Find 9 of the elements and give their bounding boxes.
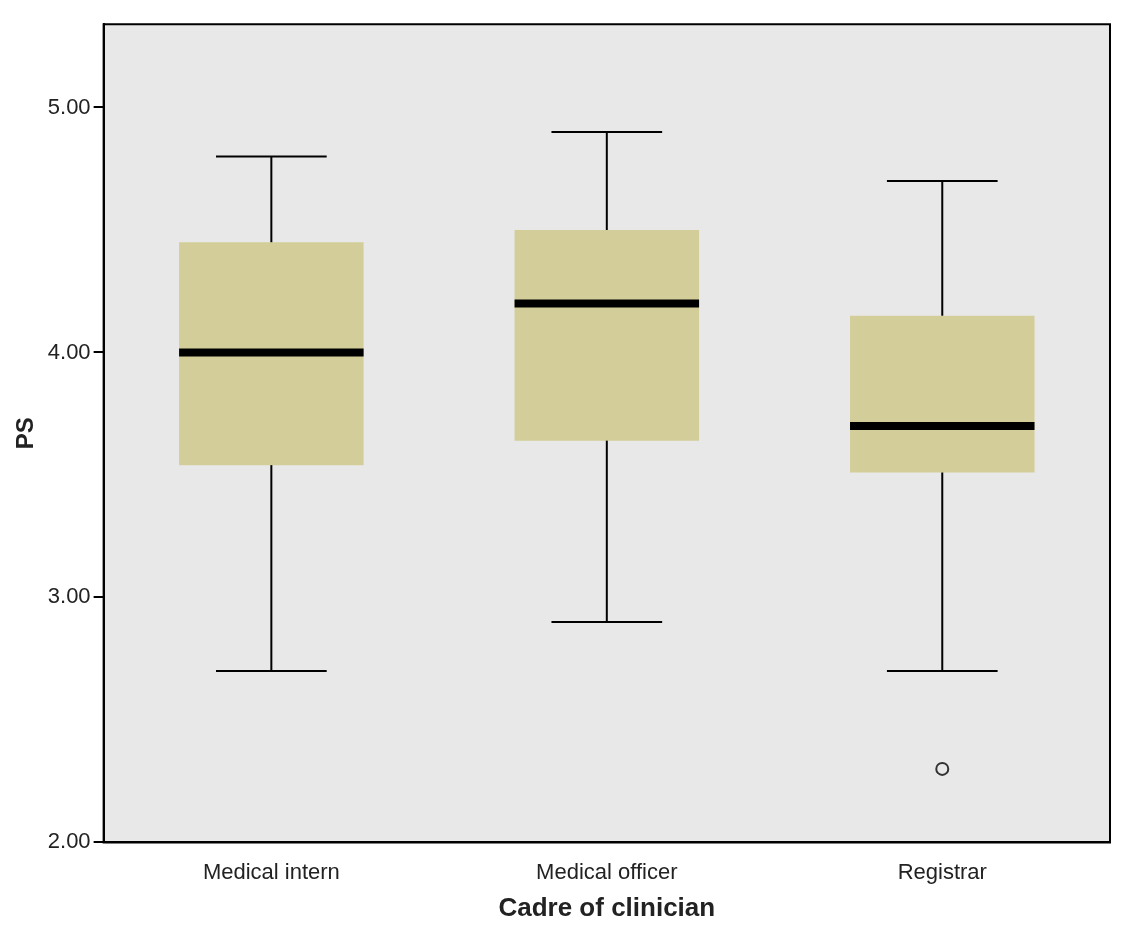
x-tick-label: Medical intern xyxy=(202,858,340,884)
y-axis-title: PS xyxy=(11,417,39,450)
x-axis-title: Cadre of clinician xyxy=(498,891,716,922)
y-tick-label: 5.00 xyxy=(47,93,91,119)
y-tick-label: 3.00 xyxy=(47,583,91,609)
x-tick-label: Registrar xyxy=(897,858,987,884)
y-tick-label: 2.00 xyxy=(47,828,91,854)
x-tick-label: Medical officer xyxy=(536,858,678,884)
y-tick-label: 4.00 xyxy=(47,338,91,364)
